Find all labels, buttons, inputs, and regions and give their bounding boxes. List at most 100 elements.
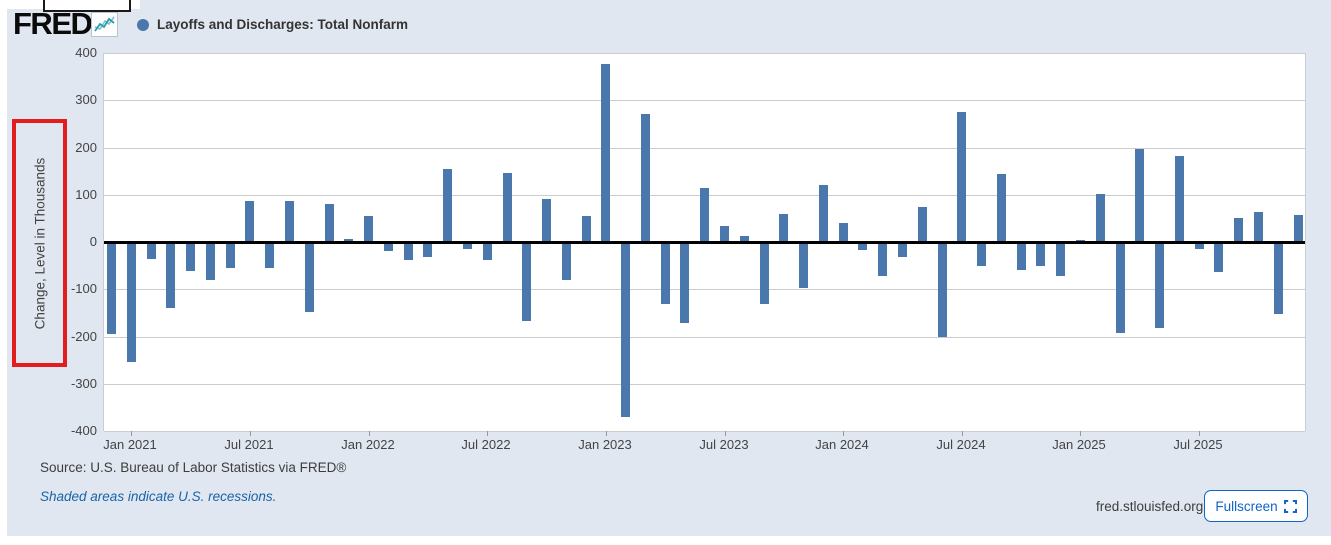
bar-aug-2024 (977, 242, 987, 266)
bar-jun-2024 (937, 242, 947, 337)
bar-dec-2022 (581, 216, 591, 242)
bar-feb-2025 (1095, 194, 1105, 242)
fred-site-link[interactable]: fred.stlouisfed.org (1096, 499, 1204, 514)
gridline (104, 99, 1305, 101)
y-tick-label: -300 (70, 376, 97, 391)
bar-aug-2023 (739, 236, 749, 242)
bar-dec-2025 (1293, 215, 1303, 242)
bar-jan-2021 (126, 242, 136, 362)
bar-may-2024 (917, 207, 927, 242)
bar-nov-2022 (561, 242, 571, 280)
bar-mar-2023 (640, 114, 650, 242)
y-axis-label: Change, Level in Thousands (32, 157, 47, 329)
bar-mar-2024 (878, 242, 888, 276)
x-tickmark (131, 431, 132, 436)
bar-aug-2025 (1214, 242, 1224, 272)
bar-nov-2021 (324, 204, 334, 242)
y-tick-label: -400 (70, 423, 97, 438)
bar-oct-2024 (1016, 242, 1026, 270)
x-tick-label: Jul 2024 (936, 437, 986, 452)
y-tick-label: 200 (75, 140, 97, 155)
x-tick-label: Jul 2021 (224, 437, 274, 452)
bar-sep-2024 (996, 174, 1006, 242)
bar-nov-2023 (799, 242, 809, 288)
x-tickmark (962, 431, 963, 436)
y-axis-tick-labels: 400 300 200 100 0 -100 -200 -300 -400 (53, 45, 97, 438)
recession-note-link[interactable]: Shaded areas indicate U.S. recessions. (40, 489, 277, 504)
bar-apr-2023 (660, 242, 670, 304)
bar-jun-2022 (462, 242, 472, 249)
x-tickmark (369, 431, 370, 436)
fullscreen-button[interactable]: Fullscreen (1204, 490, 1308, 522)
source-text: Source: U.S. Bureau of Labor Statistics … (40, 460, 347, 475)
bar-may-2022 (443, 169, 453, 242)
gridline (104, 288, 1305, 290)
bar-dec-2024 (1056, 242, 1066, 276)
bar-jul-2024 (957, 112, 967, 242)
bar-jun-2021 (225, 242, 235, 268)
bar-feb-2022 (383, 242, 393, 251)
x-tick-label: Jan 2022 (341, 437, 395, 452)
plot-area[interactable] (103, 52, 1306, 436)
x-tickmark (606, 431, 607, 436)
bar-dec-2023 (818, 185, 828, 242)
fred-logo[interactable]: FRED® (13, 6, 98, 42)
bar-oct-2022 (542, 199, 552, 242)
gridline (104, 147, 1305, 149)
x-tickmark (843, 431, 844, 436)
bar-may-2025 (1155, 242, 1165, 328)
y-tick-label: 300 (75, 92, 97, 107)
bar-sep-2021 (284, 201, 294, 242)
bar-apr-2021 (186, 242, 196, 271)
bar-mar-2021 (166, 242, 176, 308)
fullscreen-icon (1283, 499, 1297, 513)
bar-mar-2025 (1115, 242, 1125, 333)
fred-sparkline-icon (91, 12, 118, 37)
x-tickmark (487, 431, 488, 436)
x-tick-label: Jan 2025 (1052, 437, 1106, 452)
bar-jan-2024 (838, 223, 848, 242)
gridline (104, 430, 1305, 432)
fred-logo-text: FRED (13, 6, 93, 41)
bar-jul-2023 (720, 226, 730, 242)
gridline (104, 336, 1305, 338)
y-tick-label: -200 (70, 329, 97, 344)
bar-sep-2022 (522, 242, 532, 321)
fullscreen-button-label: Fullscreen (1215, 498, 1278, 514)
bar-jul-2025 (1194, 242, 1204, 249)
x-tick-label: Jul 2025 (1173, 437, 1223, 452)
bar-jul-2021 (245, 201, 255, 242)
x-tickmark (250, 431, 251, 436)
bar-apr-2025 (1135, 149, 1145, 242)
x-axis-tick-labels: Jan 2021 Jul 2021 Jan 2022 Jul 2022 Jan 2023… (103, 437, 1304, 457)
x-tick-label: Jul 2022 (461, 437, 511, 452)
bar-jul-2022 (482, 242, 492, 260)
x-tick-label: Jul 2023 (699, 437, 749, 452)
y-tick-label: 0 (89, 234, 97, 249)
x-tickmark (1080, 431, 1081, 436)
bar-oct-2023 (779, 214, 789, 242)
bar-oct-2021 (304, 242, 314, 312)
bar-dec-2020 (107, 242, 116, 334)
bar-sep-2023 (759, 242, 769, 304)
bar-sep-2025 (1234, 218, 1244, 242)
bar-apr-2024 (898, 242, 907, 257)
y-tick-label: 100 (75, 187, 97, 202)
bar-feb-2023 (621, 242, 631, 417)
bar-may-2023 (680, 242, 690, 323)
x-tick-label: Jan 2021 (103, 437, 157, 452)
chart-title: Layoffs and Discharges: Total Nonfarm (157, 17, 409, 32)
bar-may-2021 (205, 242, 215, 280)
x-tickmark (725, 431, 726, 436)
series-legend-dot (137, 19, 149, 31)
y-tick-label: -100 (70, 281, 97, 296)
red-highlight-rectangle: Change, Level in Thousands (12, 119, 67, 367)
bar-feb-2024 (858, 242, 868, 250)
cutoff-overlay-box (43, 0, 131, 12)
bar-aug-2022 (502, 173, 512, 242)
bar-aug-2021 (265, 242, 275, 268)
zero-line (104, 240, 1305, 244)
bar-feb-2021 (146, 242, 156, 259)
bar-jan-2022 (364, 216, 374, 242)
